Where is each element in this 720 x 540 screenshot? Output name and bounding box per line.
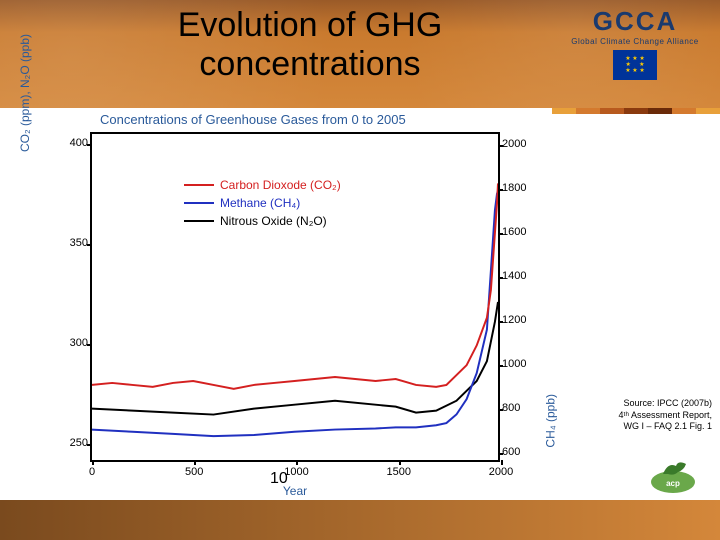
legend-row-ch4: Methane (CH₄): [184, 196, 341, 210]
y1-tick: 400: [58, 137, 88, 149]
y2-tick: 1200: [502, 314, 536, 326]
slide-title: Evolution of GHG concentrations: [120, 6, 500, 84]
x-tick: 0: [89, 466, 95, 478]
series-n2o: [92, 302, 498, 415]
legend-swatch: [184, 202, 214, 204]
y1-tick: 250: [58, 437, 88, 449]
y2-tick: 1800: [502, 182, 536, 194]
plot-area: CH₄ (ppb) Year Carbon Dioxode (CO₂)Metha…: [90, 132, 500, 462]
gcca-logo-text: GCCA: [560, 6, 710, 37]
chart-legend: Carbon Dioxode (CO₂) Methane (CH₄) Nitrous…: [184, 178, 341, 232]
y1-axis-label: CO₂ (ppm), N₂O (ppb): [18, 34, 32, 152]
source-citation: Source: IPCC (2007b) 4ᵗʰ Assessment Repo…: [612, 398, 712, 433]
eu-flag-icon: ★ ★ ★★ ★★ ★ ★: [613, 50, 657, 80]
content-area: Concentrations of Greenhouse Gases from …: [0, 108, 720, 540]
x-tick: 1500: [386, 466, 410, 478]
x-tick: 2000: [489, 466, 513, 478]
legend-label: Methane (CH₄): [220, 196, 300, 210]
legend-row-n2o: Nitrous Oxide (N₂O): [184, 214, 341, 228]
svg-text:acp: acp: [666, 479, 680, 488]
y1-tick: 300: [58, 337, 88, 349]
gcca-logo-subtitle: Global Climate Change Alliance: [560, 37, 710, 46]
y2-tick: 2000: [502, 138, 536, 150]
eu-stars: ★ ★ ★★ ★★ ★ ★: [625, 56, 644, 74]
y2-tick: 1600: [502, 226, 536, 238]
ghg-chart: Concentrations of Greenhouse Gases from …: [20, 112, 580, 502]
y2-tick: 1000: [502, 358, 536, 370]
chart-title: Concentrations of Greenhouse Gases from …: [100, 112, 406, 127]
legend-label: Nitrous Oxide (N₂O): [220, 214, 327, 228]
footer-band: [0, 500, 720, 540]
legend-label: Carbon Dioxode (CO₂): [220, 178, 341, 192]
y2-tick: 800: [502, 402, 536, 414]
legend-row-co2: Carbon Dioxode (CO₂): [184, 178, 341, 192]
legend-swatch: [184, 220, 214, 222]
y2-axis-label: CH₄ (ppb): [544, 394, 558, 448]
x-tick: 500: [185, 466, 203, 478]
y2-tick: 1400: [502, 270, 536, 282]
y1-tick: 350: [58, 237, 88, 249]
acp-logo-icon: acp: [648, 456, 698, 496]
y2-tick: 600: [502, 446, 536, 458]
legend-swatch: [184, 184, 214, 186]
page-number: 10: [270, 470, 288, 488]
header-banner: Evolution of GHG concentrations GCCA Glo…: [0, 0, 720, 108]
gcca-logo: GCCA Global Climate Change Alliance ★ ★ …: [560, 6, 710, 96]
